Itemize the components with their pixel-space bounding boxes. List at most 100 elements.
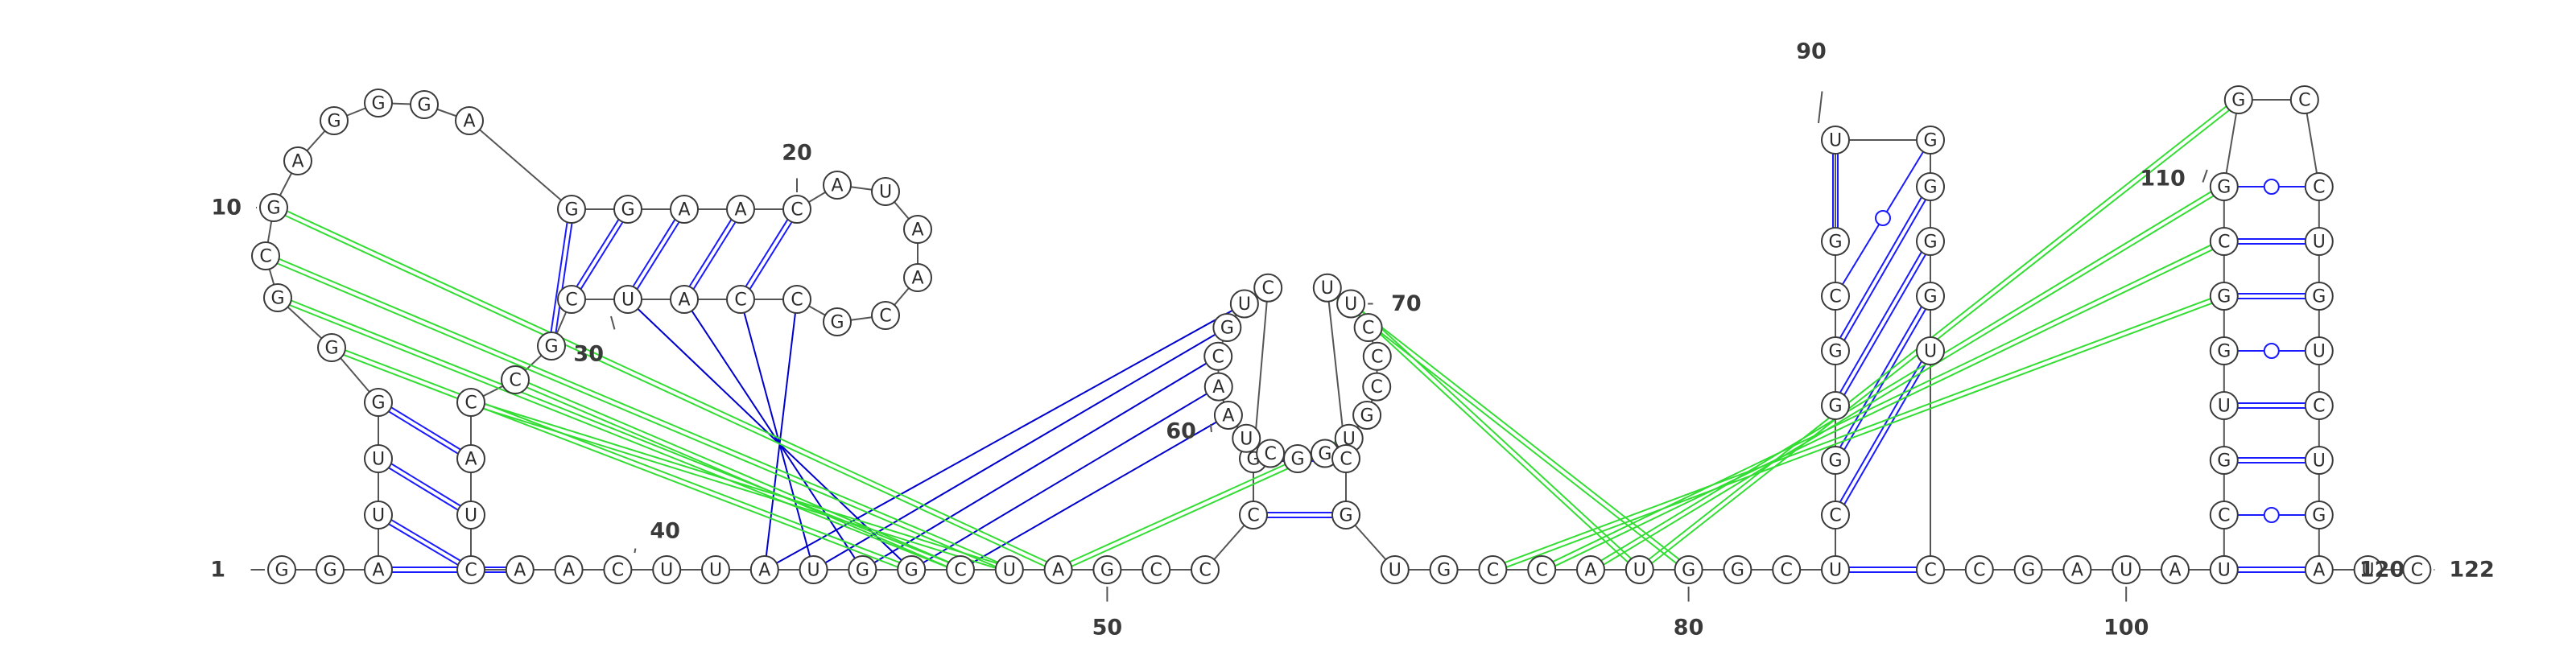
position-tick — [610, 315, 616, 330]
nucleotide-circle — [2223, 85, 2253, 114]
nucleotide: C — [1191, 555, 1220, 584]
nucleotide-circle — [903, 263, 932, 292]
nucleotide: A — [670, 285, 699, 314]
position-label: 100 — [2103, 616, 2149, 641]
nucleotide: U — [994, 555, 1024, 584]
nucleotide: C — [1772, 555, 1802, 584]
nucleotide-circle — [1916, 172, 1945, 201]
nucleotide-circle — [456, 388, 485, 417]
nucleotide-circle — [2209, 446, 2239, 475]
nucleotide: G — [823, 307, 852, 336]
nucleotide-circle — [2209, 336, 2239, 365]
nucleotide: A — [823, 171, 852, 200]
pseudoknot-pair-green — [1600, 191, 2212, 562]
nucleotide-letter: G — [1731, 561, 1744, 581]
nucleotide-letter: A — [758, 561, 770, 581]
nucleotide-letter: G — [371, 393, 385, 414]
nucleotide-letter: A — [678, 200, 690, 220]
nucleotide: A — [1576, 555, 1605, 584]
nucleotide-letter: A — [2313, 561, 2325, 581]
nucleotide-circle — [364, 501, 393, 529]
position-label: 20 — [782, 141, 812, 166]
nucleotide: G — [2304, 282, 2334, 311]
nucleotide: C — [251, 241, 280, 270]
nucleotide-letter: U — [1633, 561, 1646, 581]
nucleotide-circle — [456, 501, 485, 529]
nucleotide-circle — [537, 332, 566, 361]
stem-pair — [388, 410, 459, 455]
nucleotide-circle — [2304, 336, 2334, 365]
nucleotide: U — [1229, 289, 1259, 319]
nucleotide: C — [1362, 341, 1392, 371]
nucleotide: C — [2209, 501, 2239, 529]
nucleotide: A — [2161, 555, 2190, 584]
position-tick — [1209, 423, 1212, 433]
nucleotide: A — [670, 195, 699, 224]
nucleotide-circle — [501, 365, 530, 394]
nucleotide-circle — [2161, 555, 2190, 584]
nucleotide: U — [2209, 555, 2239, 584]
nucleotide-letter: G — [2217, 342, 2231, 362]
pseudoknot-pair-green — [1506, 302, 2213, 568]
nucleotide-circle — [1203, 372, 1233, 402]
nucleotide-circle — [1043, 555, 1073, 584]
nucleotide-letter: G — [1360, 406, 1374, 426]
nucleotide: C — [603, 555, 633, 584]
nucleotide: G — [320, 106, 349, 135]
nucleotide-letter: C — [1247, 506, 1259, 526]
nucleotide-letter: C — [1212, 347, 1224, 367]
nucleotide: C — [1916, 555, 1945, 584]
nucleotide-letter: U — [2362, 561, 2375, 581]
nucleotide: C — [871, 301, 900, 330]
nucleotide-letter: A — [1052, 561, 1064, 581]
wobble-pair-marker — [2263, 507, 2280, 523]
nucleotide-letter: A — [2169, 561, 2181, 581]
nucleotide: C — [1239, 501, 1268, 529]
nucleotide-circle — [1253, 273, 1283, 303]
nucleotide-letter: G — [1923, 131, 1937, 151]
nucleotide: U — [799, 555, 828, 584]
stem-pair — [1839, 361, 1922, 503]
nucleotide-circle — [2209, 282, 2239, 311]
nucleotide: U — [652, 555, 682, 584]
wobble-pair-marker — [1875, 210, 1891, 226]
nucleotide-letter: U — [2313, 342, 2326, 362]
nucleotide-letter: G — [2217, 178, 2231, 198]
nucleotide: C — [1821, 282, 1850, 311]
nucleotide-circle — [1229, 289, 1259, 319]
nucleotide: U — [1916, 336, 1945, 365]
nucleotide-letter: U — [1389, 561, 1402, 581]
nucleotide-letter: C — [1973, 561, 1985, 581]
nucleotide: C — [501, 365, 530, 394]
nucleotide: A — [749, 555, 779, 584]
nucleotide-letter: C — [464, 393, 477, 414]
nucleotide-letter: C — [612, 561, 624, 581]
nucleotide-letter: C — [464, 561, 477, 581]
nucleotide: G — [2209, 446, 2239, 475]
nucleotide: U — [613, 285, 642, 314]
nucleotide: G — [2013, 555, 2043, 584]
nucleotide-letter: G — [1828, 342, 1842, 362]
nucleotide: G — [2223, 85, 2253, 114]
nucleotide-circle — [1092, 555, 1122, 584]
nucleotide-circle — [1821, 555, 1850, 584]
nucleotide-letter: C — [1781, 561, 1793, 581]
nucleotide: G — [1821, 336, 1850, 365]
nucleotide-letter: C — [2218, 233, 2230, 253]
nucleotide-circle — [1256, 439, 1286, 468]
stem-pair — [555, 223, 573, 333]
nucleotide-letter: U — [2218, 561, 2231, 581]
nucleotide-letter: A — [463, 112, 475, 132]
base-pair-layer — [277, 105, 2306, 573]
nucleotide-letter: U — [1321, 278, 1334, 299]
nucleotide-circle — [1916, 227, 1945, 256]
nucleotide-circle — [823, 171, 852, 200]
nucleotide-letter: C — [791, 290, 803, 311]
nucleotide: G — [2209, 282, 2239, 311]
nucleotide-circle — [1141, 555, 1171, 584]
nucleotide-letter: U — [1829, 561, 1842, 581]
nucleotide-letter: G — [266, 199, 280, 219]
nucleotide-circle — [2304, 172, 2334, 201]
stem-pair — [390, 519, 461, 562]
